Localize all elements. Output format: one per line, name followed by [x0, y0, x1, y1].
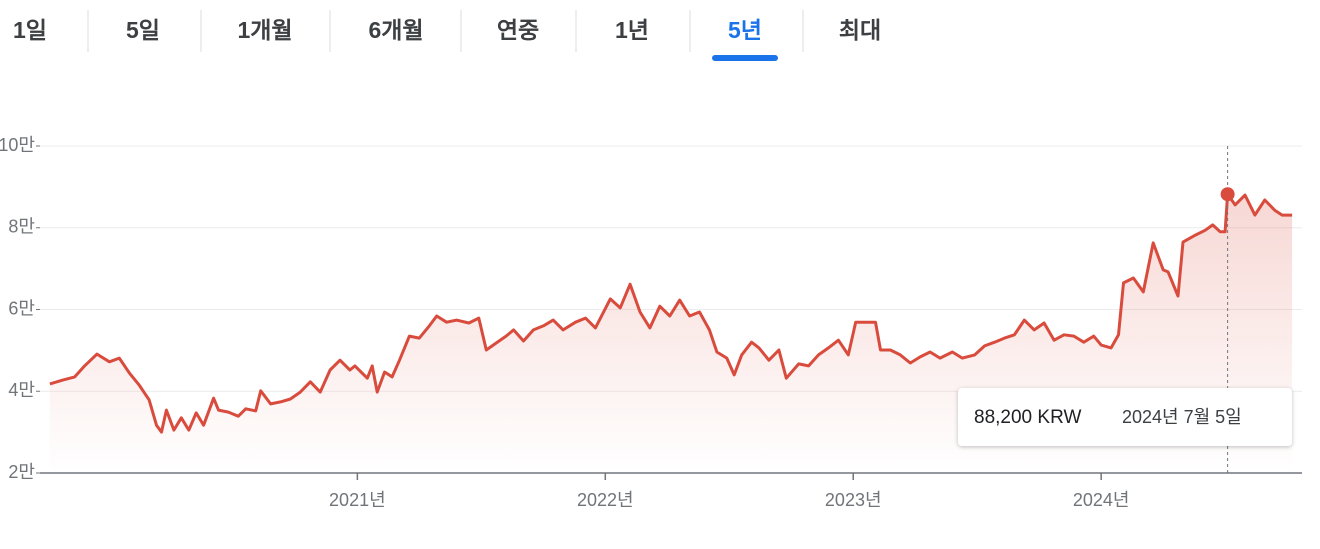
range-tab[interactable]: 1일 — [13, 17, 47, 43]
range-tabs: 1일 5일 1개월 6개월 연중 1년 5년 최대 — [13, 10, 881, 61]
y-tick-label: 2만 — [8, 462, 35, 482]
tooltip-date: 2024년 7월 5일 — [1122, 407, 1242, 427]
range-tab[interactable]: 1개월 — [237, 17, 292, 43]
range-tab[interactable]: 5년 — [728, 17, 762, 43]
range-tab[interactable]: 연중 — [497, 17, 539, 43]
tooltip-box — [958, 388, 1292, 446]
x-tick-label: 2021년 — [329, 490, 386, 510]
x-tick-label: 2023년 — [825, 490, 882, 510]
selected-indicator — [712, 55, 778, 61]
tooltip-value: 88,200 KRW — [974, 407, 1081, 428]
range-tab[interactable]: 최대 — [839, 17, 881, 43]
range-tab[interactable]: 5일 — [126, 17, 160, 43]
range-tab[interactable]: 6개월 — [368, 17, 423, 43]
y-tick-label: 4만 — [8, 380, 35, 400]
price-line — [49, 192, 1293, 434]
range-tab[interactable]: 1년 — [615, 17, 649, 43]
x-tick-label: 2024년 — [1073, 490, 1130, 510]
plot: 2만 4만 6만 8만 10만 2021년 2022년 2023년 2024년 88,200 KR… — [0, 135, 1302, 510]
tooltip: 88,200 KRW 2024년 7월 5일 — [958, 388, 1292, 446]
y-tick-label: 10만 — [0, 135, 35, 155]
hover-point — [1220, 187, 1235, 202]
y-tick-label: 6만 — [8, 298, 35, 318]
x-tick-label: 2022년 — [577, 490, 634, 510]
y-tick-label: 8만 — [8, 217, 35, 237]
